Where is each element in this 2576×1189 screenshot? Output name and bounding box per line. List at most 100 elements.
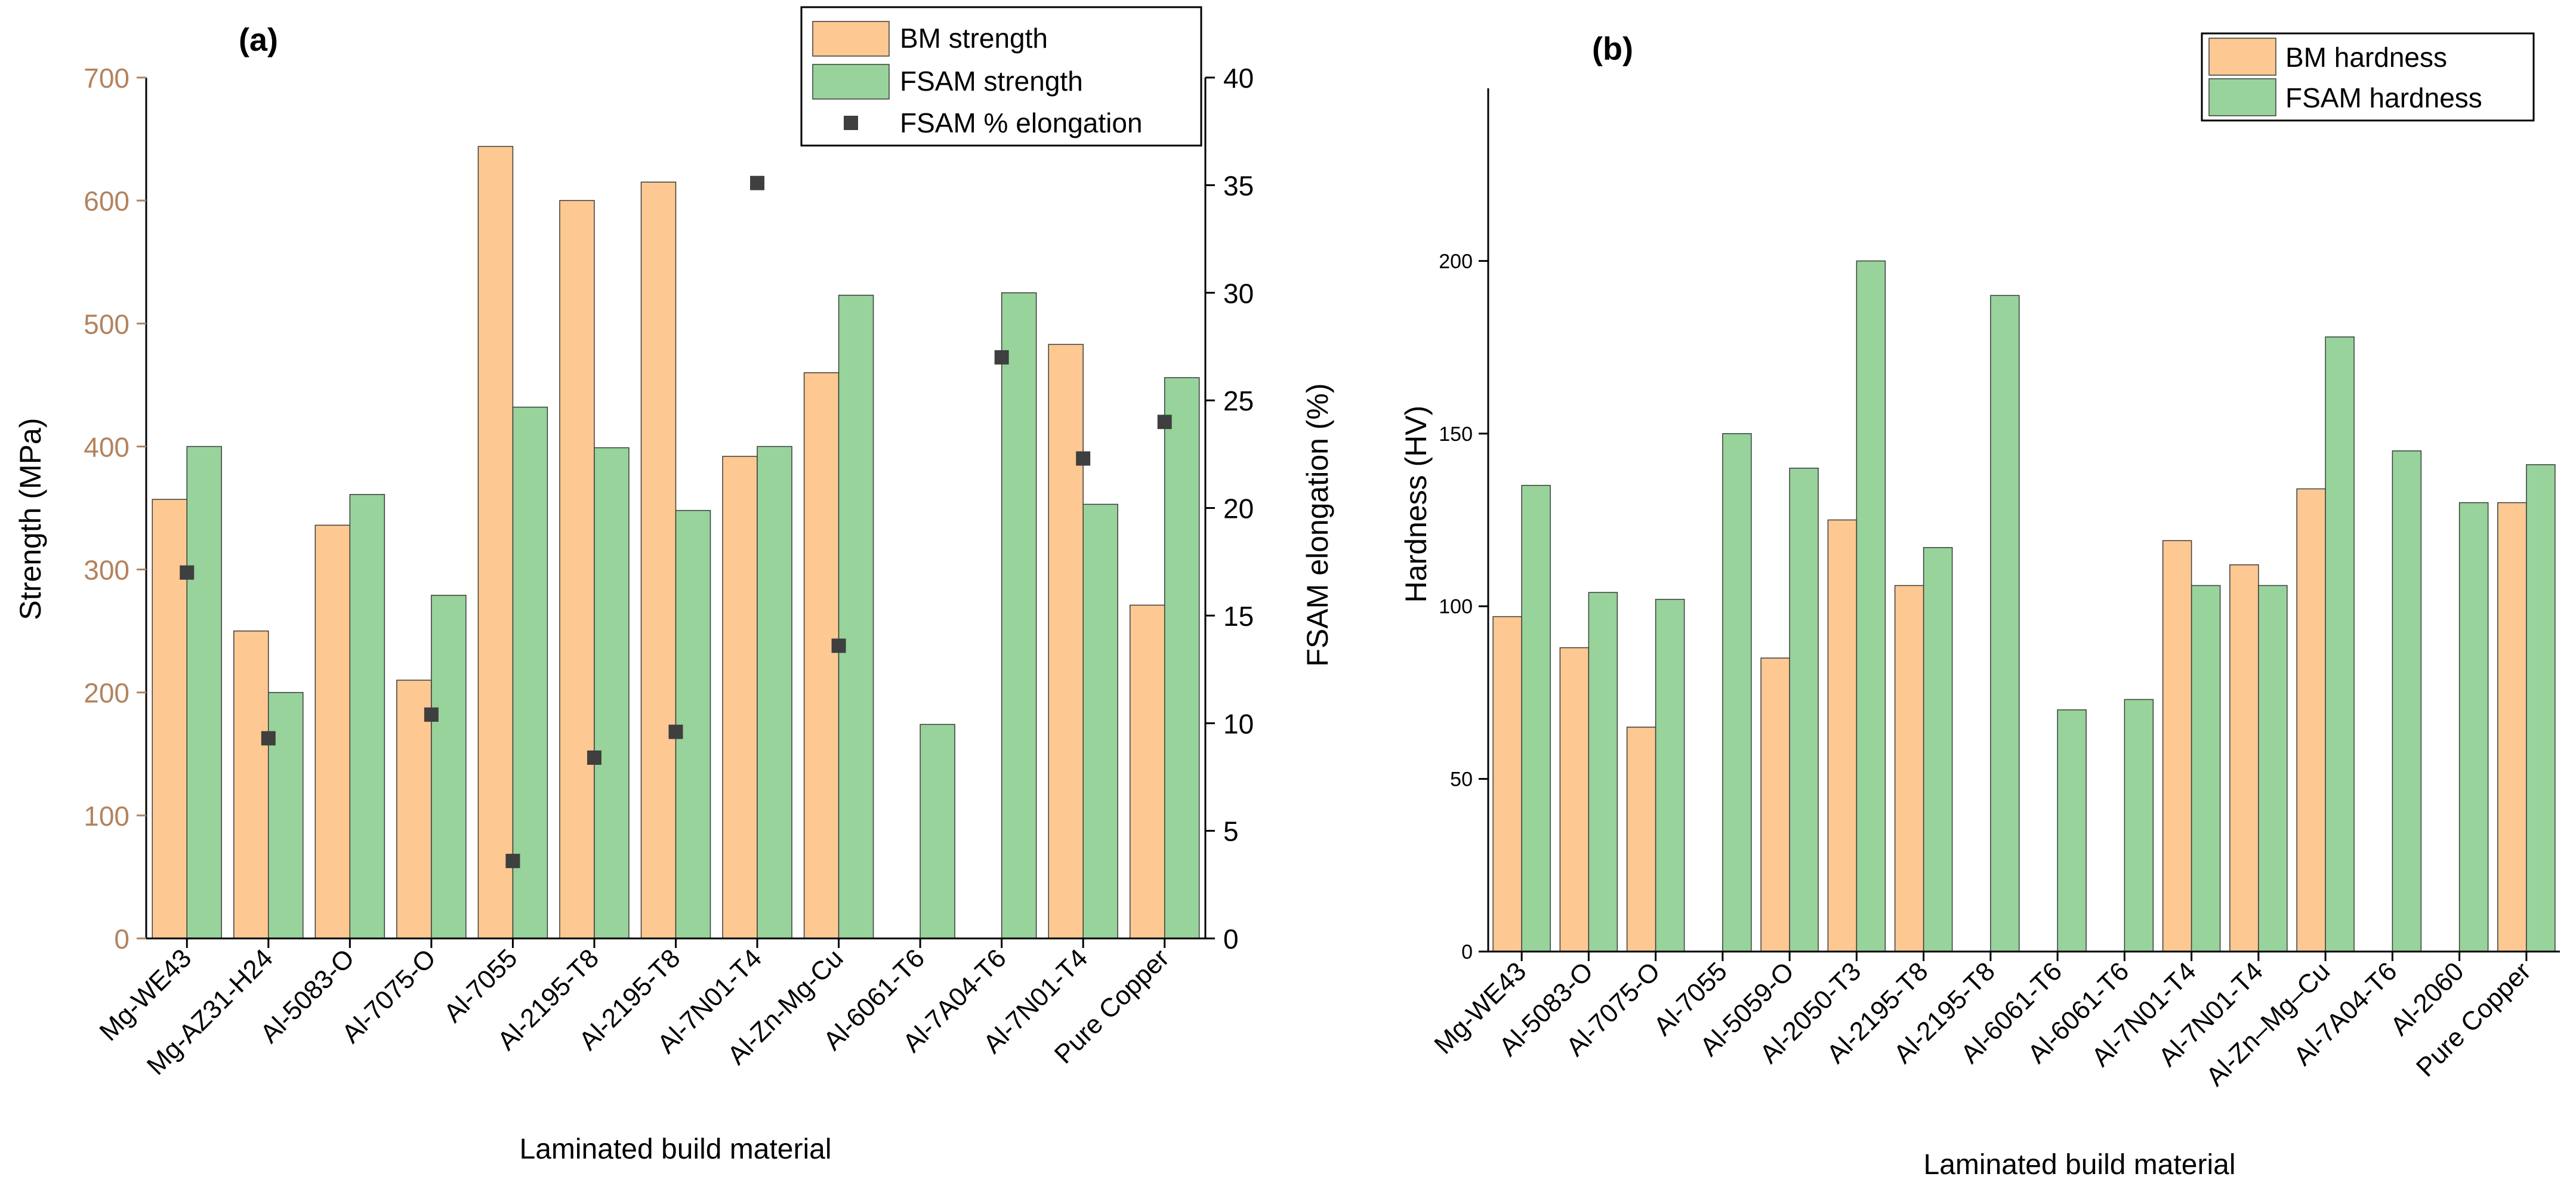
bm-strength-bar-pure-copper-12 xyxy=(1129,604,1165,939)
fsam-hardness-bar-al-7a04-t6-13 xyxy=(2392,450,2422,952)
bm-hardness-bar-al-5083-o-1 xyxy=(1559,647,1590,952)
bm-hardness-bar-al-7075-o-2 xyxy=(1626,727,1656,952)
bm-strength-bar-mg-az31-h24-1 xyxy=(233,630,269,939)
elongation-marker-al-2195-t8-6 xyxy=(668,724,683,739)
bm-hardness-bar-al-7n01-t4-10 xyxy=(2162,540,2192,952)
bm-hardness-bar-al-zn-mg-cu-12 xyxy=(2296,488,2326,952)
strength-y-tick-label: 100 xyxy=(84,801,129,832)
strength-y-tick-label: 400 xyxy=(84,431,129,462)
bm-strength-bar-al-7055-4 xyxy=(477,146,514,939)
strength-bars xyxy=(152,146,1200,939)
hardness-y-tick-label: 200 xyxy=(1439,250,1473,273)
elongation-marker-al-2195-t8-5 xyxy=(587,750,601,765)
bm-hardness-bar-al-2050-t3-5 xyxy=(1827,519,1858,952)
elongation-marker-al-7a04-t6-10 xyxy=(994,350,1009,365)
strength-y-ticks: 0 100 200 300 400 500 600 700 xyxy=(84,63,146,955)
panel-b-label: (b) xyxy=(1592,31,1633,67)
legend-elongation-label: FSAM % elongation xyxy=(900,107,1143,138)
strength-y-tick-label: 500 xyxy=(84,308,129,339)
bm-strength-bar-al-zn-mg-cu-8 xyxy=(803,372,840,939)
bm-strength-bar-al-7075-o-3 xyxy=(396,680,432,939)
bm-strength-bar-al-7n01-t4-11 xyxy=(1048,344,1084,939)
fsam-strength-bar-al-5083-o-2 xyxy=(349,494,385,939)
elongation-y-ticks: 0 5 10 15 20 25 30 35 40 xyxy=(1205,63,1254,955)
elongation-marker-mg-we43-0 xyxy=(180,565,195,580)
elongation-marker-al-7075-o-3 xyxy=(424,707,439,722)
fsam-hardness-bar-al-7075-o-2 xyxy=(1655,598,1685,952)
strength-y-tick-label: 0 xyxy=(114,924,129,955)
hardness-legend: BM hardness FSAM hardness xyxy=(2201,32,2535,122)
fsam-strength-bar-al-7a04-t6-10 xyxy=(1001,292,1037,939)
legend-bm-hardness-label: BM hardness xyxy=(2285,42,2447,73)
fsam-strength-bar-pure-copper-12 xyxy=(1164,377,1200,939)
hardness-y-tick-label: 100 xyxy=(1439,595,1473,618)
fsam-hardness-bar-pure-copper-15 xyxy=(2526,464,2556,952)
strength-legend: BM strength FSAM strength FSAM % elongatio… xyxy=(800,6,1202,147)
elongation-y-tick-label: 35 xyxy=(1223,170,1254,201)
strength-y-tick-label: 200 xyxy=(84,678,129,709)
legend-bm-strength-swatch xyxy=(812,21,890,57)
fsam-hardness-bar-al-5083-o-1 xyxy=(1588,592,1618,952)
fsam-strength-bar-al-2195-t8-5 xyxy=(594,447,630,939)
bm-hardness-bar-pure-copper-15 xyxy=(2497,502,2527,952)
fsam-strength-bar-al-7n01-t4-11 xyxy=(1082,504,1118,939)
hardness-y-tick-label: 150 xyxy=(1439,423,1473,446)
elongation-marker-al-7n01-t4-7 xyxy=(750,175,765,190)
fsam-hardness-bar-al-5059-o-4 xyxy=(1789,467,1819,952)
fsam-strength-bar-al-zn-mg-cu-8 xyxy=(838,295,874,939)
elongation-y-tick-label: 10 xyxy=(1223,708,1254,739)
strength-x-axis-title: Laminated build material xyxy=(520,1134,832,1165)
bm-strength-bar-al-5083-o-2 xyxy=(314,524,351,939)
elongation-marker-pure-copper-12 xyxy=(1157,415,1172,430)
fsam-hardness-bar-al-6061-t6-9 xyxy=(2124,699,2154,952)
fsam-hardness-bar-al-2060-14 xyxy=(2458,502,2489,952)
fsam-hardness-bar-mg-we43-0 xyxy=(1521,484,1551,952)
elongation-marker-al-7n01-t4-11 xyxy=(1076,451,1091,466)
fsam-hardness-bar-al-7055-3 xyxy=(1722,433,1752,952)
legend-fsam-strength-swatch xyxy=(812,64,890,100)
elongation-y-tick-label: 25 xyxy=(1223,385,1254,416)
strength-y-tick-label: 700 xyxy=(84,63,129,94)
elongation-y-axis-title: FSAM elongation (%) xyxy=(1301,383,1334,666)
strength-chart-panel: (a) 0 100 200 300 400 500 600 700 0 5 10 15 20 25 30 3… xyxy=(14,6,1334,1165)
fsam-strength-bar-al-7n01-t4-7 xyxy=(757,446,792,939)
hardness-y-tick-label: 50 xyxy=(1450,768,1473,791)
hardness-y-axis-title: Hardness (HV) xyxy=(1399,406,1433,603)
fsam-strength-bar-al-7075-o-3 xyxy=(431,595,467,939)
elongation-y-tick-label: 30 xyxy=(1223,278,1254,309)
elongation-y-tick-label: 0 xyxy=(1223,924,1239,955)
strength-y-tick-label: 600 xyxy=(84,186,129,217)
fsam-hardness-bar-al-6061-t6-8 xyxy=(2057,709,2087,952)
legend-bm-hardness-swatch xyxy=(2208,38,2276,76)
elongation-marker-al-zn-mg-cu-8 xyxy=(831,638,846,653)
bm-strength-bar-al-2195-t8-6 xyxy=(640,181,677,939)
hardness-bars xyxy=(1492,260,2556,952)
legend-elongation-marker xyxy=(844,116,858,130)
elongation-marker-mg-az31-h24-1 xyxy=(261,731,276,746)
bm-strength-bar-al-2195-t8-5 xyxy=(559,200,595,939)
panel-a-label: (a) xyxy=(239,22,278,58)
strength-y-tick-label: 300 xyxy=(84,555,129,586)
bm-hardness-bar-mg-we43-0 xyxy=(1492,616,1522,952)
bm-strength-bar-mg-we43-0 xyxy=(152,499,188,939)
legend-fsam-hardness-swatch xyxy=(2208,78,2276,116)
bm-hardness-bar-al-2195-t8-6 xyxy=(1894,585,1924,952)
fsam-strength-bar-mg-we43-0 xyxy=(186,446,223,939)
legend-fsam-hardness-label: FSAM hardness xyxy=(2285,82,2482,113)
fsam-hardness-bar-al-2195-t8-7 xyxy=(1990,295,2020,952)
fsam-strength-bar-mg-az31-h24-1 xyxy=(268,691,304,939)
hardness-x-axis-title: Laminated build material xyxy=(1924,1149,2236,1181)
elongation-y-tick-label: 20 xyxy=(1223,493,1254,524)
elongation-y-tick-label: 5 xyxy=(1223,816,1239,847)
fsam-hardness-bar-al-zn-mg-cu-12 xyxy=(2325,336,2355,952)
elongation-y-tick-label: 40 xyxy=(1223,63,1254,94)
legend-bm-strength-label: BM strength xyxy=(900,23,1048,54)
bm-hardness-bar-al-5059-o-4 xyxy=(1760,657,1790,952)
fsam-hardness-bar-al-2050-t3-5 xyxy=(1856,260,1886,952)
legend-fsam-strength-label: FSAM strength xyxy=(900,66,1083,97)
strength-y-axis-title: Strength (MPa) xyxy=(14,418,47,620)
hardness-y-tick-label: 0 xyxy=(1461,941,1473,963)
